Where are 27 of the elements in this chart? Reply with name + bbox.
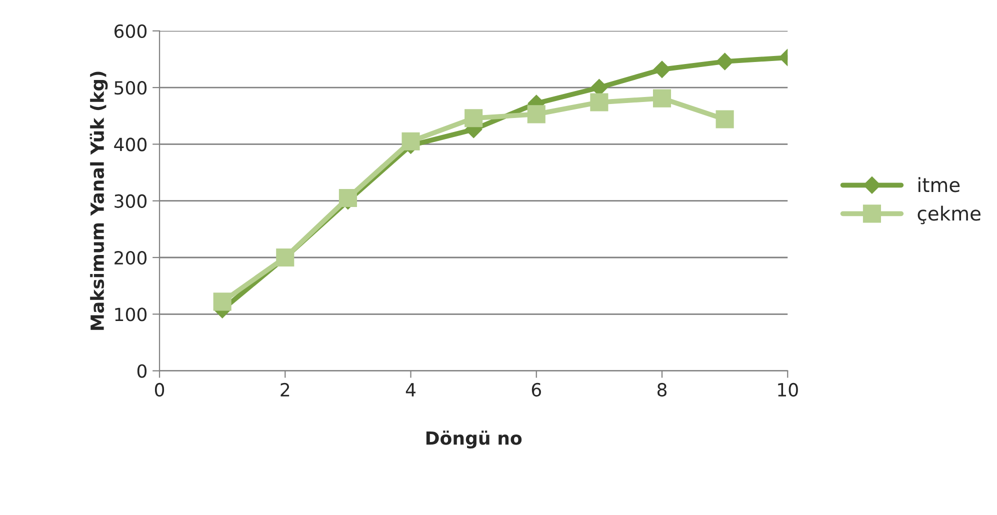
point <box>716 52 734 70</box>
y-tick-label: 400 <box>114 138 147 152</box>
point <box>464 109 483 128</box>
y-tick-label: 200 <box>114 250 147 265</box>
point <box>338 188 357 208</box>
x-tick-label: 6 <box>532 382 541 397</box>
y-tick-label: 300 <box>114 194 147 208</box>
point <box>716 110 734 128</box>
y-axis-title: Maksimum Yanal Yük (kg) <box>90 72 108 330</box>
x-tick-label: 10 <box>778 382 798 397</box>
x-tick-label: 8 <box>657 382 667 397</box>
point <box>402 132 420 150</box>
point <box>213 292 232 311</box>
point <box>652 89 672 108</box>
y-tick-label: 0 <box>137 364 147 378</box>
point <box>653 60 671 78</box>
x-tick-label: 0 <box>154 382 164 397</box>
x-tick-label: 4 <box>406 383 416 396</box>
y-tick-label: 100 <box>115 308 147 322</box>
y-tick-label: 600 <box>114 24 147 38</box>
y-tick-label: 500 <box>114 81 147 95</box>
legend-label: itme <box>918 177 960 192</box>
point <box>590 93 608 112</box>
point <box>527 105 546 124</box>
x-tick-label: 2 <box>280 382 290 396</box>
legend-label: çekme <box>918 206 980 224</box>
x-axis-title: Döngü no <box>426 430 522 449</box>
